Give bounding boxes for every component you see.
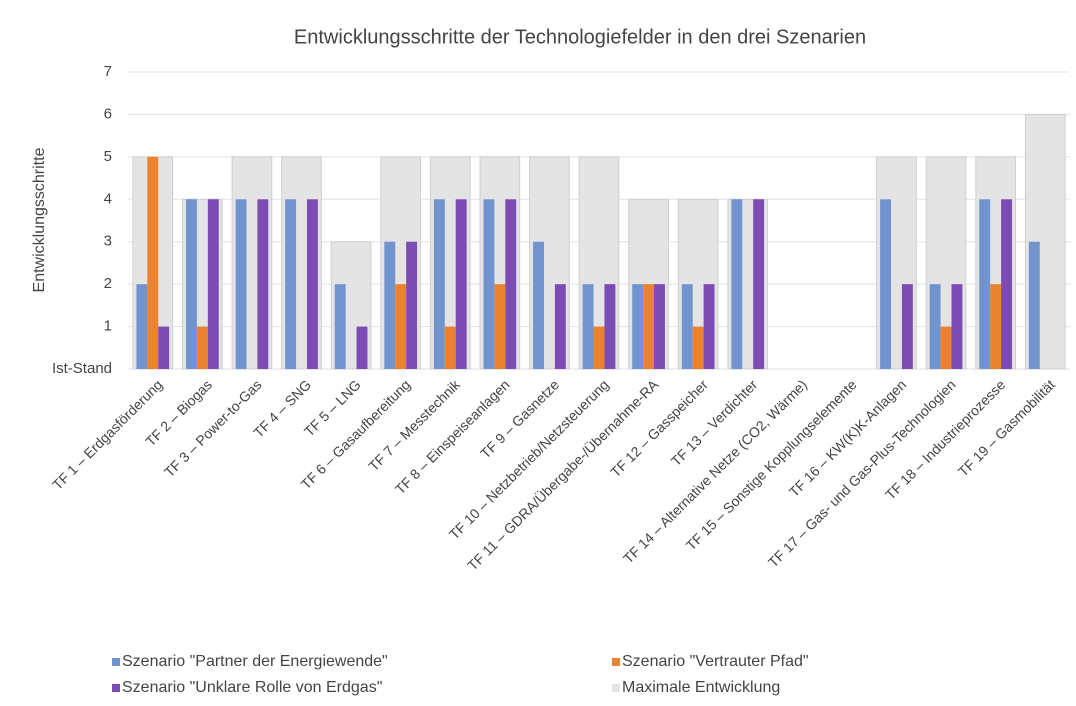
y-tick-label: 1 bbox=[104, 318, 112, 335]
bar bbox=[455, 199, 467, 369]
bar bbox=[1001, 199, 1012, 369]
bar bbox=[582, 284, 594, 369]
bar bbox=[395, 284, 407, 369]
bar bbox=[444, 326, 456, 369]
legend-label: Szenario "Vertrauter Pfad" bbox=[622, 653, 809, 670]
y-tick-label: 5 bbox=[104, 148, 112, 165]
bar bbox=[554, 284, 566, 369]
legend-swatch bbox=[612, 684, 620, 692]
bar bbox=[257, 199, 269, 369]
bar bbox=[285, 199, 297, 369]
bar bbox=[533, 241, 544, 369]
bar bbox=[356, 326, 368, 369]
y-axis-title: Entwicklungsschritte bbox=[31, 147, 48, 292]
bar bbox=[990, 284, 1002, 369]
bar bbox=[186, 199, 197, 369]
bar bbox=[643, 284, 655, 369]
legend-label: Szenario "Unklare Rolle von Erdgas" bbox=[122, 679, 382, 696]
chart-title: Entwicklungsschritte der Technologiefeld… bbox=[294, 26, 866, 48]
y-tick-label: 3 bbox=[104, 233, 112, 250]
bar bbox=[654, 284, 665, 369]
bar bbox=[632, 284, 644, 369]
bar bbox=[196, 326, 208, 369]
bar bbox=[951, 284, 963, 369]
bar bbox=[158, 326, 170, 369]
bar bbox=[604, 284, 616, 369]
bar bbox=[505, 199, 517, 369]
bar bbox=[901, 284, 913, 369]
bar bbox=[593, 326, 605, 369]
bar bbox=[929, 284, 941, 369]
bar bbox=[384, 241, 396, 369]
y-tick-label: 6 bbox=[104, 105, 112, 122]
legend-swatch bbox=[112, 684, 120, 692]
legend-label: Maximale Entwicklung bbox=[622, 679, 780, 696]
bar bbox=[235, 199, 247, 369]
bar bbox=[731, 199, 743, 369]
bar bbox=[207, 199, 219, 369]
bar bbox=[136, 284, 148, 369]
bar bbox=[692, 326, 704, 369]
legend-swatch bbox=[612, 658, 620, 666]
legend-label: Szenario "Partner der Energiewende" bbox=[122, 653, 388, 670]
bar bbox=[406, 241, 418, 369]
bar bbox=[979, 199, 991, 369]
bar bbox=[880, 199, 892, 369]
bar bbox=[306, 199, 318, 369]
bar bbox=[1028, 241, 1040, 369]
bar bbox=[483, 199, 495, 369]
y-tick-label: 4 bbox=[104, 190, 112, 207]
bar bbox=[147, 156, 159, 369]
bar bbox=[681, 284, 693, 369]
bar bbox=[433, 199, 445, 369]
y-tick-label: 7 bbox=[104, 63, 112, 80]
bar bbox=[703, 284, 715, 369]
bar bbox=[940, 326, 952, 369]
bar bbox=[494, 284, 506, 369]
bar bbox=[334, 284, 346, 369]
bar bbox=[753, 199, 765, 369]
y-tick-label: Ist-Stand bbox=[52, 360, 112, 377]
legend-swatch bbox=[112, 658, 120, 666]
y-tick-label: 2 bbox=[104, 275, 112, 292]
